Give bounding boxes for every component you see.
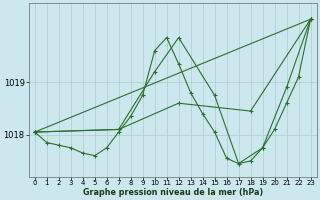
X-axis label: Graphe pression niveau de la mer (hPa): Graphe pression niveau de la mer (hPa)	[83, 188, 263, 197]
